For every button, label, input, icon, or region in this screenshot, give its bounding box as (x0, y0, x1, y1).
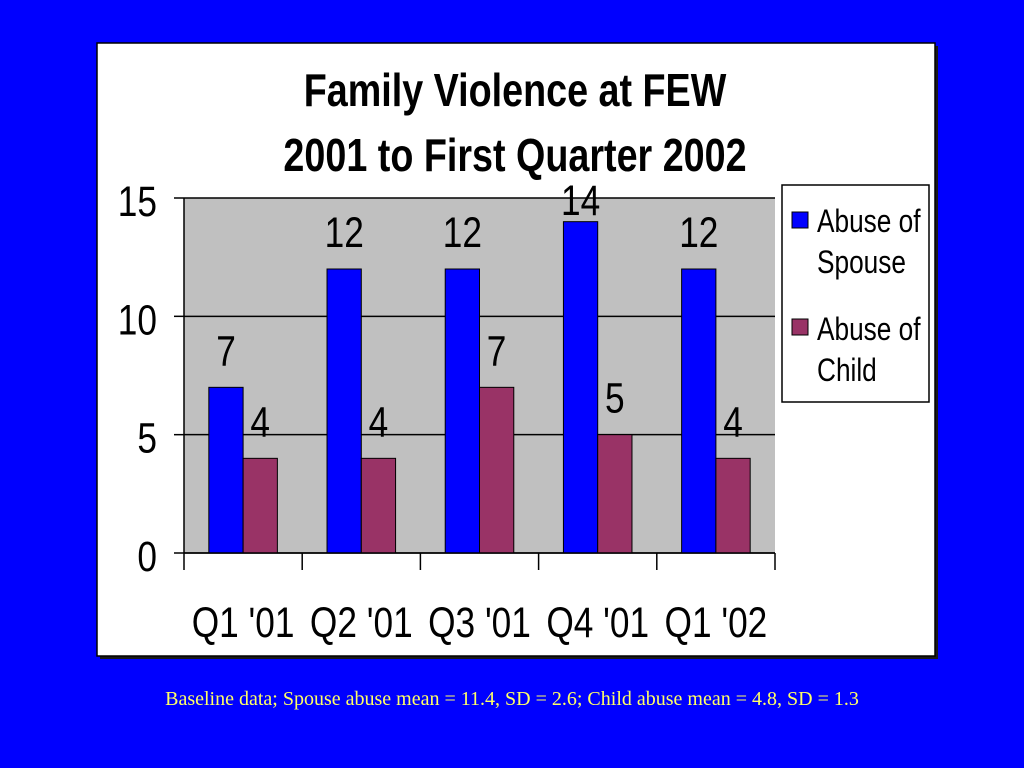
data-label-abuse-of-spouse: 14 (561, 177, 600, 225)
legend-item-spouse: Abuse of Spouse (791, 205, 928, 281)
chart-title: Family Violence at FEW (304, 64, 727, 115)
legend-label-line: Child (817, 354, 877, 389)
legend-swatch-child (791, 318, 809, 336)
data-label-abuse-of-spouse: 12 (443, 209, 482, 257)
legend: Abuse of Spouse Abuse of Child (781, 184, 930, 403)
legend-label-line: Abuse of (817, 205, 928, 240)
data-label-abuse-of-child: 5 (605, 374, 625, 422)
y-tick-label: 0 (137, 533, 157, 581)
legend-label-child: Abuse of Child (817, 313, 928, 389)
bar-abuse-of-spouse (444, 268, 480, 554)
legend-item-child: Abuse of Child (791, 313, 928, 389)
data-label-abuse-of-spouse: 12 (679, 209, 718, 257)
data-label-abuse-of-child: 4 (369, 398, 389, 446)
y-tick-label: 10 (118, 296, 157, 344)
chart-subtitle: 2001 to First Quarter 2002 (283, 129, 746, 180)
x-tick-label: Q2 '01 (310, 599, 413, 647)
bar-abuse-of-child (360, 457, 397, 554)
chart: Family Violence at FEW 2001 to First Qua… (96, 42, 938, 659)
data-label-abuse-of-child: 4 (723, 398, 743, 446)
x-axis: Q1 '01 Q2 '01 Q3 '01 Q4 '01 Q1 '02 (183, 552, 776, 647)
bar-abuse-of-child (242, 457, 278, 554)
footnote: Baseline data; Spouse abuse mean = 11.4,… (165, 688, 859, 710)
y-axis: 0 5 10 15 (118, 178, 185, 581)
bar-abuse-of-spouse (562, 221, 599, 554)
data-label-abuse-of-spouse: 7 (216, 327, 236, 375)
bar-abuse-of-child (479, 386, 515, 554)
bar-abuse-of-child (715, 457, 751, 554)
x-tick-label: Q1 '02 (665, 599, 768, 647)
legend-label-line: Spouse (817, 246, 906, 281)
data-label-abuse-of-child: 4 (250, 398, 270, 446)
bar-abuse-of-child (597, 434, 633, 554)
bars (208, 221, 751, 554)
x-tick-label: Q3 '01 (428, 599, 531, 647)
x-tick-label: Q1 '01 (192, 599, 295, 647)
legend-label-spouse: Abuse of Spouse (817, 205, 928, 281)
data-label-abuse-of-child: 7 (487, 327, 507, 375)
legend-swatch-spouse (791, 211, 809, 229)
bar-abuse-of-spouse (208, 386, 244, 554)
data-label-abuse-of-spouse: 12 (325, 209, 364, 257)
legend-label-line: Abuse of (817, 313, 928, 348)
y-tick-label: 15 (118, 178, 157, 226)
y-tick-label: 5 (137, 414, 157, 462)
bar-abuse-of-spouse (681, 268, 717, 554)
bar-abuse-of-spouse (326, 268, 362, 554)
x-tick-label: Q4 '01 (546, 599, 649, 647)
